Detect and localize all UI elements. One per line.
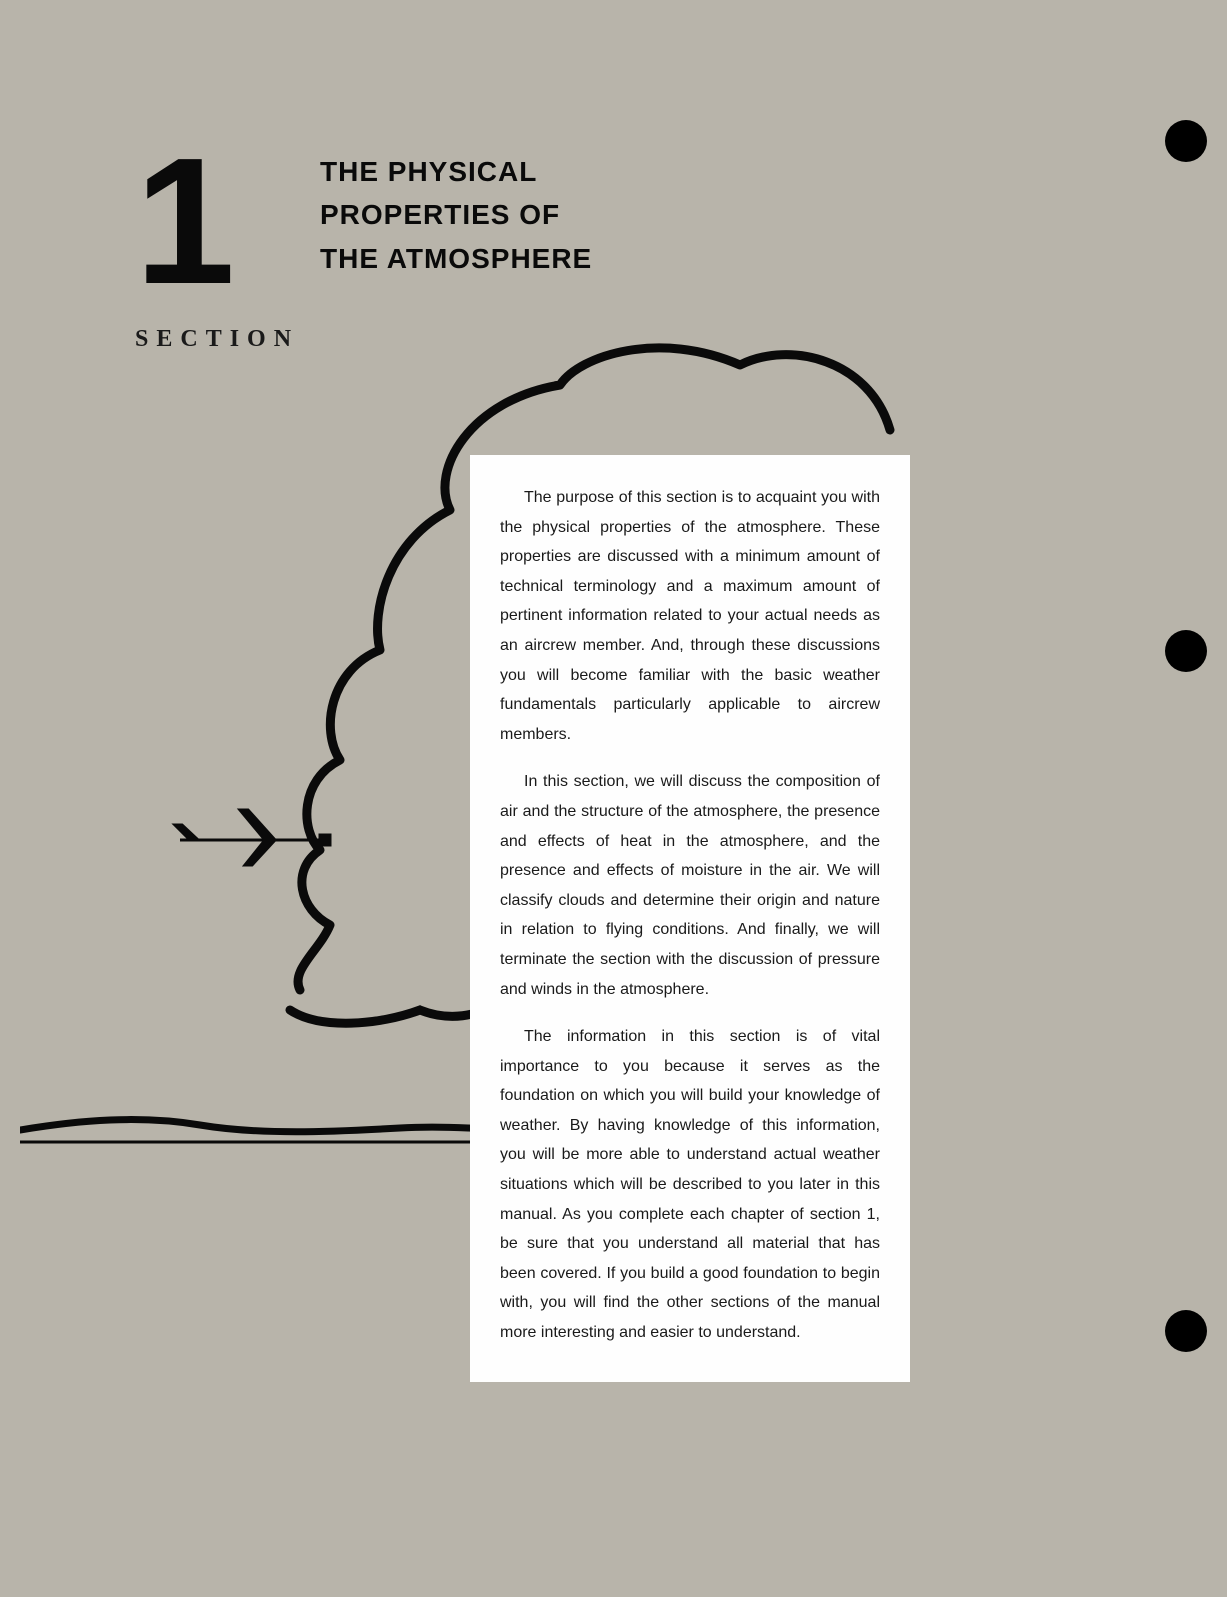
section-number: 1: [135, 145, 295, 298]
punch-hole-icon: [1165, 1310, 1207, 1352]
punch-hole-icon: [1165, 120, 1207, 162]
title-line-3: THE ATMOSPHERE: [320, 237, 720, 280]
punch-hole-icon: [1165, 630, 1207, 672]
paragraph-1: The purpose of this section is to acquai…: [500, 483, 880, 749]
aircraft-icon: [170, 800, 350, 880]
document-page: 1 SECTION THE PHYSICAL PROPERTIES OF THE…: [20, 20, 1207, 1577]
body-text-box: The purpose of this section is to acquai…: [470, 455, 910, 1382]
paragraph-2: In this section, we will discuss the com…: [500, 767, 880, 1004]
title-line-2: PROPERTIES OF: [320, 193, 720, 236]
title-line-1: THE PHYSICAL: [320, 150, 720, 193]
paragraph-3: The information in this section is of vi…: [500, 1022, 880, 1348]
section-number-block: 1 SECTION: [135, 145, 295, 353]
section-label: SECTION: [135, 326, 295, 353]
chapter-title: THE PHYSICAL PROPERTIES OF THE ATMOSPHER…: [320, 150, 720, 280]
